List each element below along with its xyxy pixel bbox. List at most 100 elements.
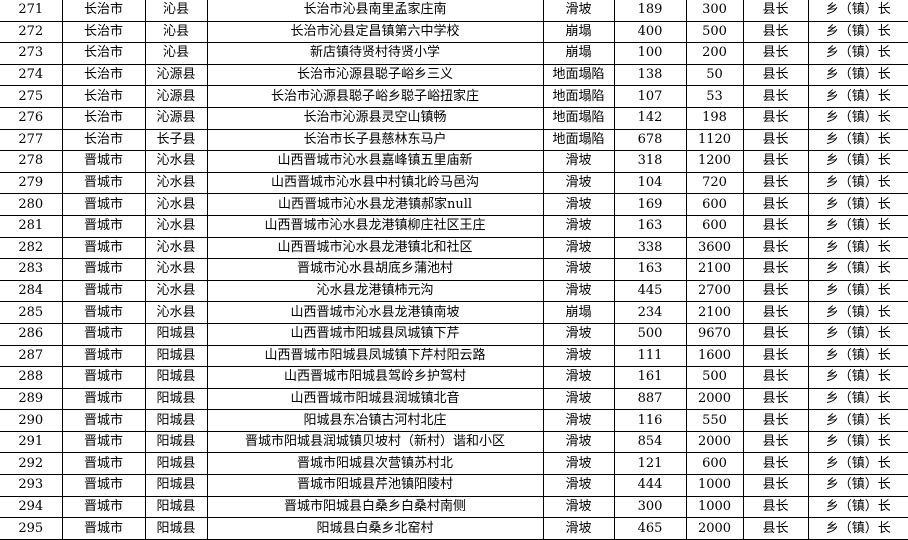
county-chief-cell: 县长 (742, 214, 809, 238)
county-chief-cell: 县长 (742, 387, 809, 411)
hazard-type-cell: 滑坡 (542, 214, 615, 238)
row-number-cell: 286 (0, 322, 63, 346)
county-chief-cell: 县长 (742, 258, 809, 281)
location-cell: 阳城县白桑乡北窑村 (206, 517, 544, 540)
hazard-type-cell: 崩塌 (542, 42, 615, 65)
value-a-cell: 887 (613, 387, 687, 411)
row-number-cell: 278 (0, 150, 63, 173)
location-cell: 长治市沁源县聪子峪乡聪子峪扭家庄 (206, 85, 544, 108)
value-b-cell: 1000 (685, 495, 744, 519)
county-cell: 沁水县 (144, 171, 208, 195)
value-a-cell: 163 (613, 258, 687, 281)
county-chief-cell: 县长 (742, 344, 809, 368)
row-number-cell: 272 (0, 20, 63, 44)
hazard-type-cell: 滑坡 (542, 517, 615, 540)
table-row: 278 晋城市 沁水县 山西晋城市沁水县嘉峰镇五里庙新 滑坡 318 1200 县长 乡（镇）长 (0, 150, 908, 173)
township-chief-cell: 乡（镇）长 (807, 495, 908, 519)
value-a-cell: 121 (613, 452, 687, 476)
township-chief-cell: 乡（镇）长 (807, 193, 908, 216)
county-chief-cell: 县长 (742, 0, 809, 22)
value-a-cell: 161 (613, 366, 687, 389)
county-cell: 沁水县 (144, 236, 208, 260)
location-cell: 晋城市阳城县次营镇苏村北 (206, 452, 544, 476)
township-chief-cell: 乡（镇）长 (807, 430, 908, 454)
hazard-type-cell: 滑坡 (542, 387, 615, 411)
hazard-type-cell: 滑坡 (542, 279, 615, 303)
county-chief-cell: 县长 (742, 495, 809, 519)
city-cell: 晋城市 (61, 409, 146, 432)
county-cell: 沁县 (144, 0, 208, 22)
table-row: 272 长治市 沁县 长治市沁县定昌镇第六中学校 崩塌 400 500 县长 乡（镇）长 (0, 20, 908, 44)
location-cell: 新店镇待贤村待贤小学 (206, 42, 544, 65)
township-chief-cell: 乡（镇）长 (807, 301, 908, 324)
township-chief-cell: 乡（镇）长 (807, 63, 908, 87)
value-b-cell: 3600 (685, 236, 744, 260)
row-number-cell: 275 (0, 85, 63, 108)
value-b-cell: 2000 (685, 430, 744, 454)
county-cell: 阳城县 (144, 474, 208, 497)
hazard-type-cell: 崩塌 (542, 20, 615, 44)
value-a-cell: 142 (613, 106, 687, 130)
value-a-cell: 169 (613, 193, 687, 216)
county-chief-cell: 县长 (742, 517, 809, 540)
location-cell: 山西晋城市阳城县驾岭乡护驾村 (206, 366, 544, 389)
table-row: 271 长治市 沁县 长治市沁县南里孟家庄南 滑坡 189 300 县长 乡（镇）长 (0, 0, 908, 22)
hazard-type-cell: 滑坡 (542, 0, 615, 22)
county-chief-cell: 县长 (742, 128, 809, 152)
value-b-cell: 50 (685, 63, 744, 87)
location-cell: 晋城市阳城县润城镇贝坡村（新村）谐和小区 (206, 430, 544, 454)
county-chief-cell: 县长 (742, 106, 809, 130)
value-b-cell: 600 (685, 193, 744, 216)
hazard-type-cell: 地面塌陷 (542, 106, 615, 130)
value-b-cell: 600 (685, 214, 744, 238)
county-chief-cell: 县长 (742, 236, 809, 260)
county-cell: 沁水县 (144, 301, 208, 324)
row-number-cell: 271 (0, 0, 63, 22)
location-cell: 山西晋城市沁水县龙港镇柳庄社区王庄 (206, 214, 544, 238)
county-cell: 沁水县 (144, 258, 208, 281)
value-b-cell: 9670 (685, 322, 744, 346)
city-cell: 晋城市 (61, 495, 146, 519)
value-a-cell: 444 (613, 474, 687, 497)
hazard-type-cell: 滑坡 (542, 430, 615, 454)
city-cell: 晋城市 (61, 214, 146, 238)
township-chief-cell: 乡（镇）长 (807, 128, 908, 152)
city-cell: 晋城市 (61, 322, 146, 346)
city-cell: 长治市 (61, 20, 146, 44)
table-row: 279 晋城市 沁水县 山西晋城市沁水县中村镇北岭马邑沟 滑坡 104 720 县长 乡（镇）长 (0, 171, 908, 195)
hazard-type-cell: 滑坡 (542, 452, 615, 476)
value-b-cell: 300 (685, 0, 744, 22)
location-cell: 沁水县龙港镇柿元沟 (206, 279, 544, 303)
table-row: 282 晋城市 沁水县 山西晋城市沁水县龙港镇北和社区 滑坡 338 3600 县长 乡（镇）长 (0, 236, 908, 260)
table-row: 289 晋城市 阳城县 山西晋城市阳城县润城镇北音 滑坡 887 2000 县长 乡（镇）长 (0, 387, 908, 411)
hazard-type-cell: 地面塌陷 (542, 63, 615, 87)
location-cell: 山西晋城市沁水县龙港镇郝家null (206, 193, 544, 216)
value-a-cell: 318 (613, 150, 687, 173)
row-number-cell: 295 (0, 517, 63, 540)
township-chief-cell: 乡（镇）长 (807, 106, 908, 130)
hazard-type-cell: 滑坡 (542, 322, 615, 346)
location-cell: 山西晋城市沁水县龙港镇北和社区 (206, 236, 544, 260)
county-cell: 阳城县 (144, 517, 208, 540)
city-cell: 长治市 (61, 0, 146, 22)
township-chief-cell: 乡（镇）长 (807, 452, 908, 476)
hazard-type-cell: 滑坡 (542, 474, 615, 497)
value-a-cell: 445 (613, 279, 687, 303)
value-a-cell: 234 (613, 301, 687, 324)
city-cell: 晋城市 (61, 236, 146, 260)
county-cell: 沁水县 (144, 214, 208, 238)
county-cell: 阳城县 (144, 452, 208, 476)
value-a-cell: 104 (613, 171, 687, 195)
row-number-cell: 289 (0, 387, 63, 411)
table-row: 290 晋城市 阳城县 阳城县东冶镇古河村北庄 滑坡 116 550 县长 乡（镇）长 (0, 409, 908, 432)
location-cell: 晋城市阳城县芹池镇阳陵村 (206, 474, 544, 497)
value-b-cell: 2700 (685, 279, 744, 303)
city-cell: 晋城市 (61, 301, 146, 324)
township-chief-cell: 乡（镇）长 (807, 279, 908, 303)
city-cell: 晋城市 (61, 366, 146, 389)
county-chief-cell: 县长 (742, 452, 809, 476)
city-cell: 晋城市 (61, 150, 146, 173)
township-chief-cell: 乡（镇）长 (807, 517, 908, 540)
county-chief-cell: 县长 (742, 430, 809, 454)
value-a-cell: 500 (613, 322, 687, 346)
